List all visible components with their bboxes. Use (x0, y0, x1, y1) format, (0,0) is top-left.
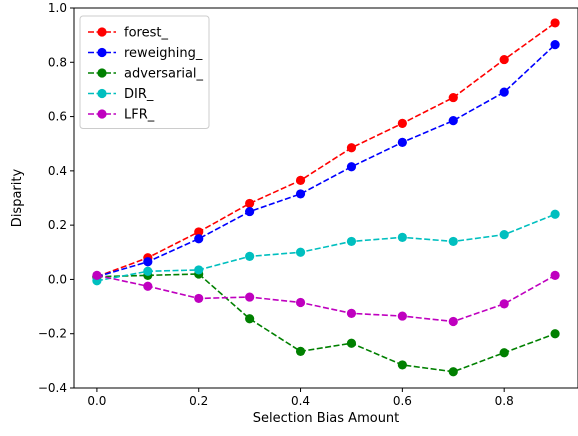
data-point (194, 293, 204, 304)
legend-item: forest_ (88, 26, 168, 41)
legend: forest_ reweighing_ adversarial_ DIR_ LFR_ (79, 15, 210, 129)
data-point (346, 162, 357, 172)
x-tick-label: 0.0 (87, 394, 106, 408)
data-point (499, 87, 509, 97)
series-line (96, 44, 556, 278)
legend-item: reweighing_ (88, 46, 203, 61)
data-point (499, 299, 509, 309)
data-point (245, 292, 255, 302)
data-point (245, 206, 255, 217)
y-tick-label: −0.4 (38, 381, 67, 395)
series-line (96, 22, 556, 278)
x-tick-label: 0.8 (495, 394, 514, 408)
data-point (397, 311, 407, 321)
data-point (550, 18, 560, 28)
data-point (194, 234, 204, 244)
y-tick-label: 0.6 (48, 110, 67, 124)
plot-frame (73, 7, 578, 389)
series-adversarial (92, 269, 560, 377)
legend-marker (97, 47, 107, 58)
legend-marker (97, 68, 107, 78)
y-tick-label: 0.4 (48, 164, 67, 178)
legend-label: adversarial_ (124, 67, 204, 82)
y-tick-label: 1.0 (48, 1, 67, 15)
legend-label: reweighing_ (124, 46, 203, 61)
series-dir (92, 209, 560, 286)
data-point (448, 92, 458, 103)
legend-item: LFR_ (88, 108, 155, 123)
data-point (448, 367, 458, 377)
y-tick-label: 0.8 (48, 55, 67, 69)
data-point (448, 316, 458, 327)
data-point (397, 232, 407, 242)
series-line (96, 274, 556, 323)
y-tick-label: −0.2 (38, 327, 67, 341)
data-point (295, 346, 306, 356)
data-point (499, 348, 509, 358)
axes: 0.0 0.2 0.4 0.6 0.8 −0.4 −0.2 0.0 0.2 0.4 0.6 0.8 1.… (38, 1, 578, 408)
data-point (143, 266, 153, 276)
data-point (346, 143, 357, 153)
data-point (499, 54, 509, 65)
data-point (194, 265, 204, 275)
data-point (499, 230, 509, 240)
x-axis-label: Selection Bias Amount (253, 411, 400, 426)
legend-label: forest_ (124, 26, 168, 41)
data-point (295, 247, 306, 257)
legend-label: LFR_ (124, 108, 155, 123)
x-tick-label: 0.4 (291, 394, 310, 408)
data-point (448, 116, 458, 126)
x-tick-label: 0.2 (189, 394, 208, 408)
legend-label: DIR_ (124, 87, 154, 102)
data-point (550, 270, 560, 280)
data-point (245, 198, 255, 209)
series-layer (92, 18, 560, 377)
data-point (143, 257, 153, 267)
data-point (550, 209, 560, 219)
y-tick-label: 0.2 (48, 218, 67, 232)
y-axis-label: Disparity (10, 169, 25, 228)
data-point (550, 329, 560, 339)
data-point (346, 338, 357, 348)
series-line (96, 213, 556, 282)
legend-item: DIR_ (88, 87, 154, 102)
data-point (245, 314, 255, 324)
data-point (397, 118, 407, 128)
data-point (245, 251, 255, 261)
data-point (92, 270, 102, 280)
data-point (346, 236, 357, 247)
x-tick-label: 0.6 (393, 394, 412, 408)
legend-box (79, 15, 210, 129)
data-point (194, 227, 204, 237)
legend-marker (97, 27, 107, 37)
data-point (550, 40, 560, 50)
data-point (295, 189, 306, 199)
data-point (397, 360, 407, 370)
data-point (346, 308, 357, 318)
series-lfr (92, 270, 560, 327)
series-line (96, 273, 556, 373)
legend-item: adversarial_ (88, 67, 204, 82)
data-point (295, 297, 306, 308)
series-reweighing (92, 40, 560, 282)
data-point (397, 137, 407, 147)
data-point (143, 281, 153, 291)
data-point (448, 236, 458, 247)
legend-marker (97, 109, 107, 119)
legend-marker (97, 88, 107, 99)
y-tick-label: 0.0 (48, 272, 67, 286)
data-point (295, 175, 306, 185)
